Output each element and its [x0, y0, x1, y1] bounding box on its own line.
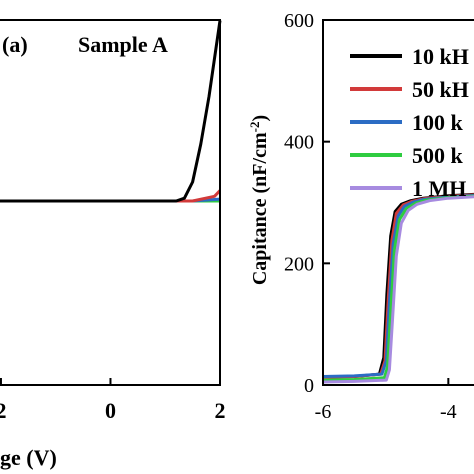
- panel-b: 0 200 400 600 -6 -4 Capitance (nF/cm-2) 10 kH…: [247, 10, 474, 423]
- panel-a-x-tick-label: 2: [0, 398, 6, 423]
- panel-a-series: [0, 20, 222, 203]
- panel-a-x-tick-label: 2: [215, 398, 226, 423]
- legend-label: 100 k: [412, 110, 464, 135]
- panel-b-y-tick-label: 0: [304, 375, 314, 397]
- panel-b-x-tick-label: -6: [315, 401, 332, 423]
- panel-a-x-ticks: 2 0 2: [0, 378, 226, 423]
- panel-b-y-tick-label: 400: [284, 132, 314, 154]
- panel-a-x-axis-label: ge (V): [0, 445, 57, 470]
- panel-b-series-line-3: [322, 194, 474, 382]
- panel-b-ticks: 0 200 400 600 -6 -4: [284, 10, 457, 423]
- panel-b-legend: 10 kH 50 kH 100 k 500 k 1 MH: [350, 44, 469, 201]
- panel-b-axes-frame: [322, 19, 474, 386]
- panel-a-series-line-4: [0, 20, 222, 203]
- panel-a-x-tick-label: 0: [105, 398, 116, 423]
- panel-b-y-tick-label: 200: [284, 253, 314, 275]
- legend-label: 50 kH: [412, 77, 469, 102]
- panel-a-annotation: Sample A: [78, 32, 168, 57]
- panel-a-label: (a): [2, 32, 28, 57]
- panel-b-x-tick-label: -4: [440, 401, 457, 423]
- legend-label: 500 k: [412, 143, 464, 168]
- panel-b-y-axis-label: Capitance (nF/cm-2): [247, 115, 272, 285]
- panel-b-series: [322, 192, 474, 384]
- panel-b-series-line-4: [322, 195, 474, 384]
- legend-label: 1 MH: [412, 176, 466, 201]
- panel-b-y-tick-label: 600: [284, 10, 314, 32]
- panel-a-axes-frame: [0, 19, 221, 386]
- legend-label: 10 kH: [412, 44, 469, 69]
- panel-a: 2 0 2 (a) Sample A ge (V): [0, 19, 226, 470]
